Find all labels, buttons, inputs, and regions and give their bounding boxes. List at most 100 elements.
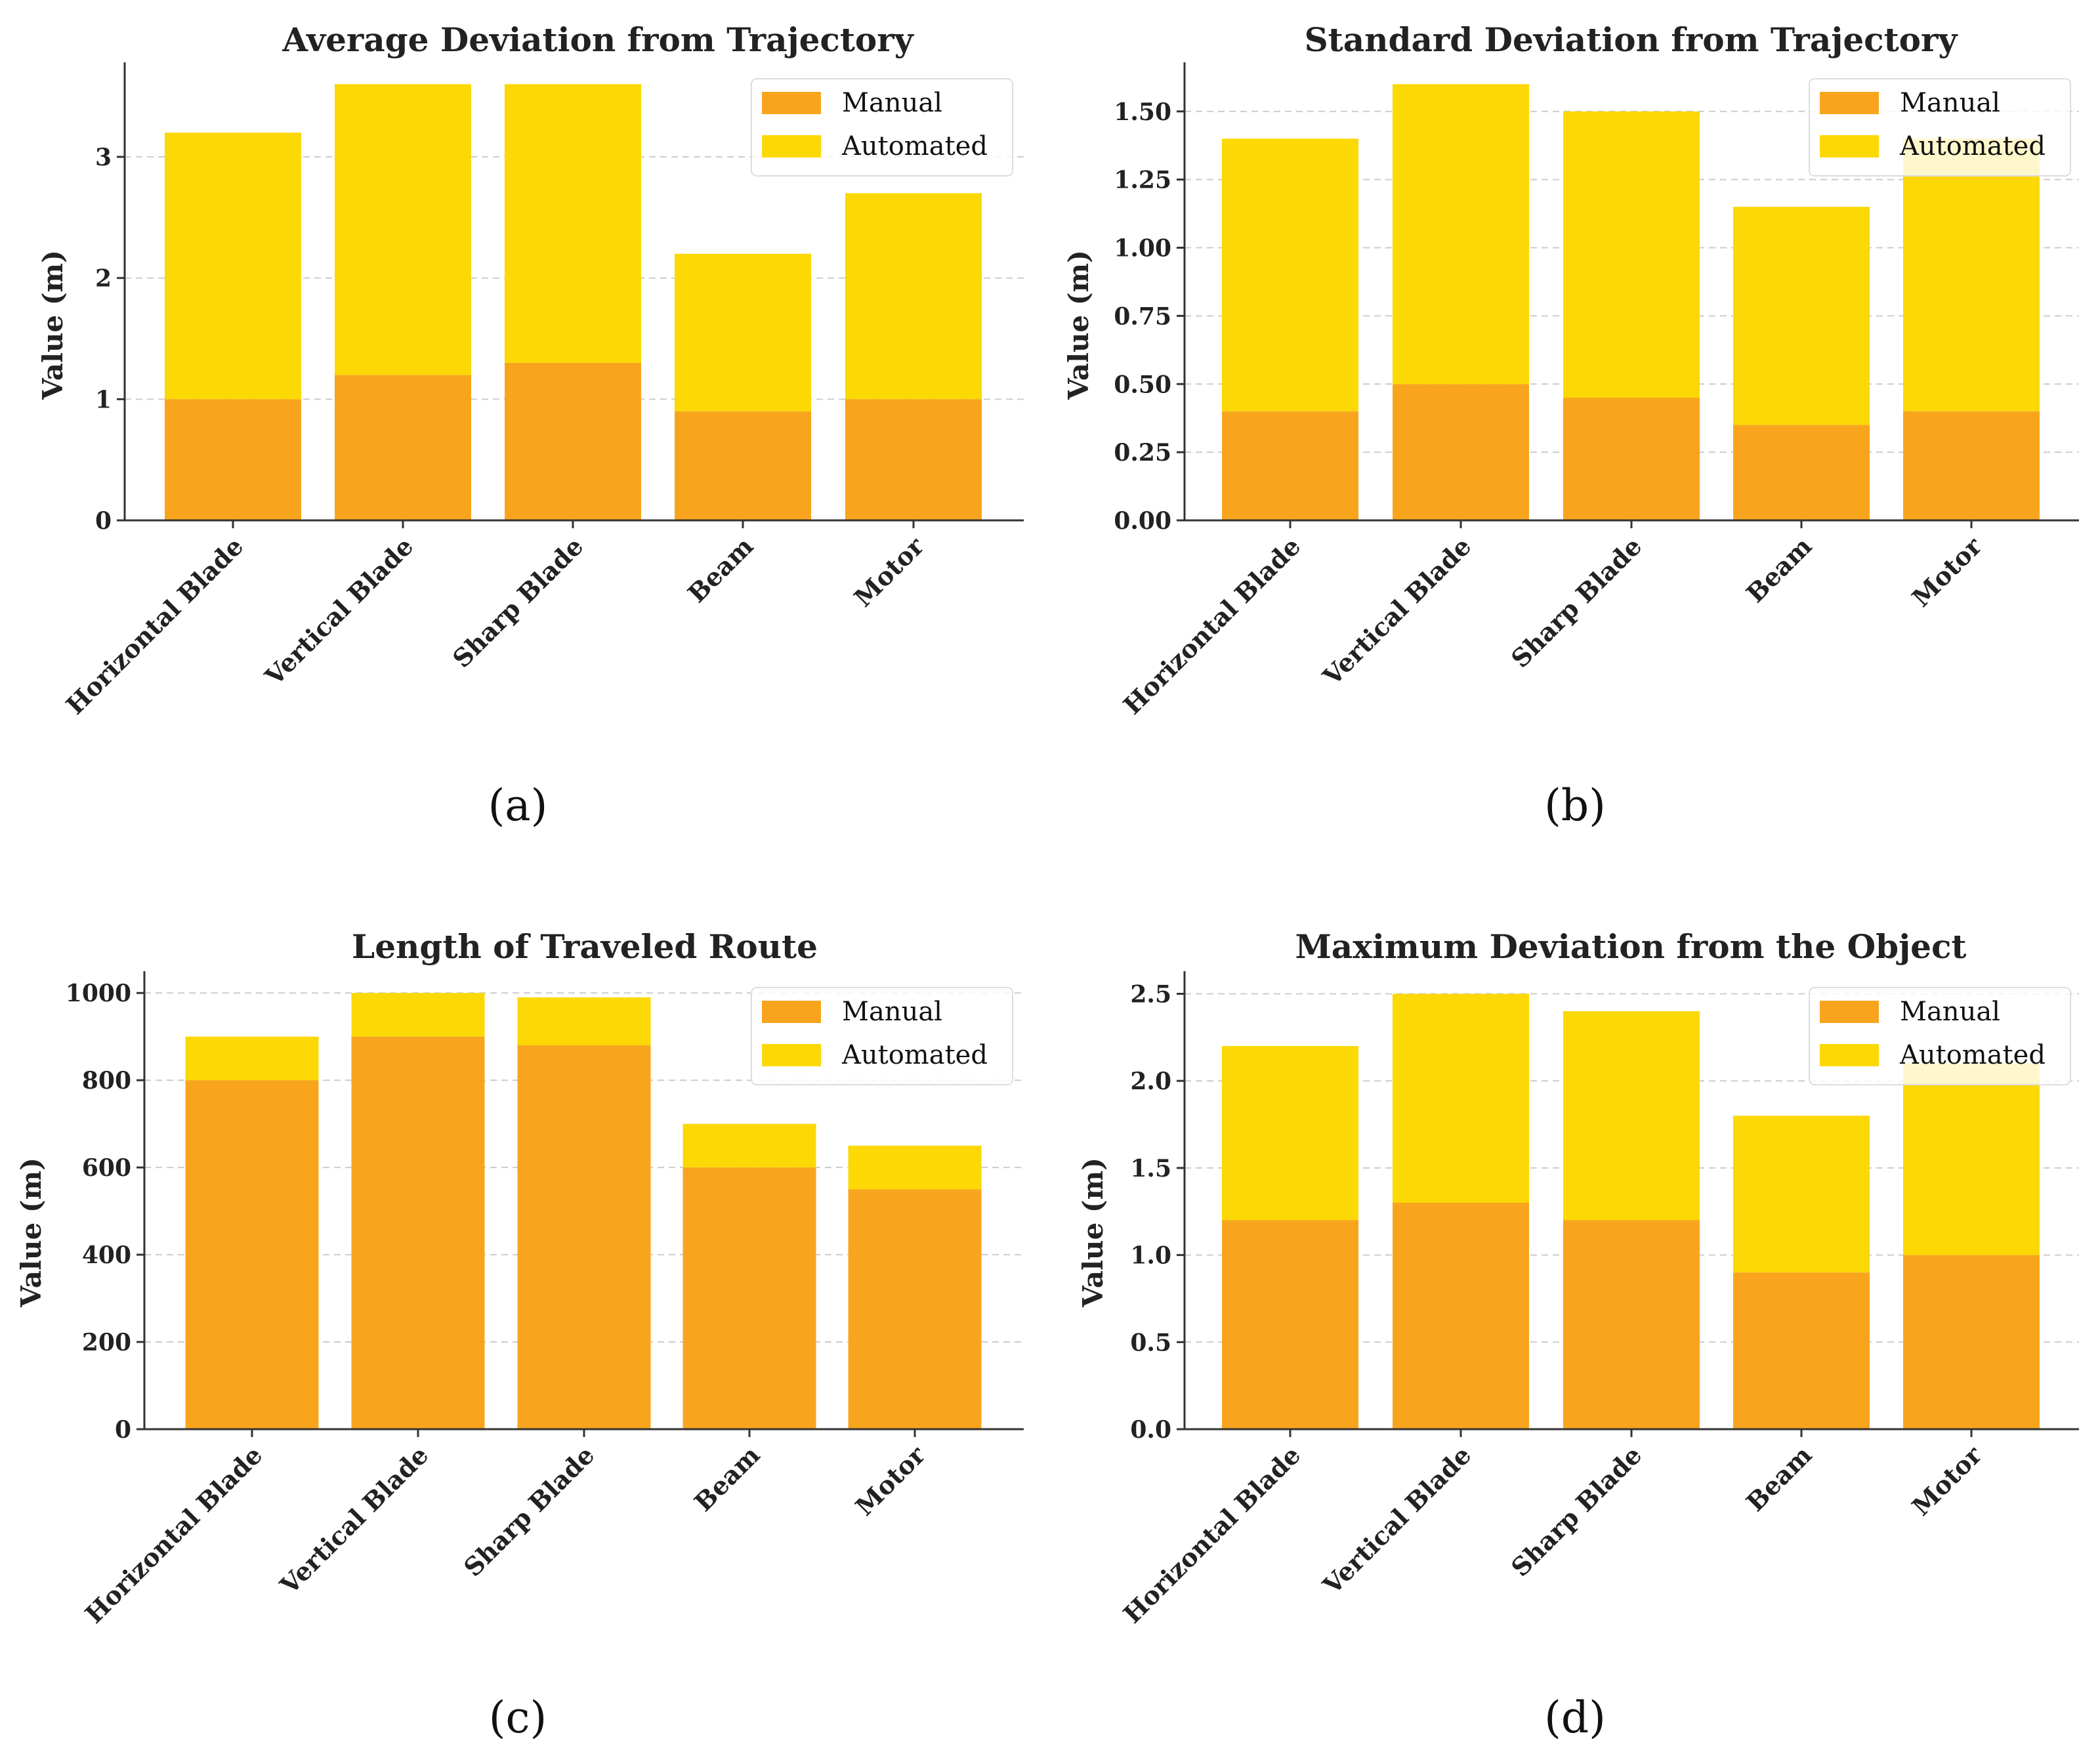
bar-manual-motor — [1903, 411, 2040, 520]
bar-automated-beam — [682, 1123, 816, 1168]
y-tick-label: 0 — [115, 1416, 131, 1444]
y-tick-label: 1.0 — [1130, 1242, 1171, 1270]
chart-title: Length of Traveled Route — [352, 927, 818, 966]
x-tick-label: Horizontal Blade — [60, 532, 249, 720]
bar-manual-beam — [675, 411, 811, 520]
legend: Manual Automated — [751, 987, 1013, 1085]
y-tick-label: 0.0 — [1130, 1416, 1171, 1444]
y-tick-label: 2.0 — [1130, 1068, 1171, 1095]
bar-automated-beam — [675, 253, 811, 411]
bar-automated-horizontal-blade — [165, 133, 301, 400]
bar-manual-horizontal-blade — [1222, 411, 1358, 520]
legend-label-manual: Manual — [1900, 997, 2000, 1027]
plot-area: 0 200 400 600 800 1000 Horizontal Blade Vertica… — [66, 971, 1024, 1629]
y-tick-label: 0.25 — [1114, 439, 1171, 467]
x-tick-label: Vertical Blade — [1316, 532, 1477, 692]
y-tick-label: 800 — [82, 1067, 131, 1095]
bar-automated-motor — [845, 193, 982, 400]
y-tick-label: 1.00 — [1114, 235, 1171, 262]
bar-manual-sharp-blade — [517, 1045, 651, 1429]
y-axis-label: Value (m) — [1077, 1158, 1109, 1308]
bar-manual-motor — [845, 399, 982, 520]
y-axis-label: Value (m) — [37, 250, 69, 400]
plot-area: 0.0 0.5 1.0 1.5 2.0 2.5 Horizontal Blade Vertic… — [1118, 971, 2079, 1629]
x-tick-label: Motor — [848, 531, 930, 613]
bar-automated-motor — [848, 1145, 982, 1190]
x-tick-label: Sharp Blade — [1505, 1440, 1648, 1583]
bar-automated-motor — [1903, 138, 2040, 411]
x-tick-label: Sharp Blade — [447, 532, 589, 674]
bar-automated-beam — [1733, 207, 1870, 425]
legend-swatch-automated — [762, 135, 821, 157]
panel-label: (d) — [1544, 1692, 1606, 1743]
y-tick-label: 3 — [95, 144, 112, 171]
legend: Manual Automated — [1809, 987, 2071, 1085]
x-tick-label: Horizontal Blade — [79, 1440, 268, 1629]
y-tick-label: 2 — [95, 265, 112, 293]
bar-manual-beam — [1733, 1272, 1870, 1429]
legend-swatch-manual — [762, 92, 821, 114]
x-tick-label: Vertical Blade — [1316, 1440, 1477, 1600]
legend-label-automated: Automated — [841, 131, 988, 161]
legend-label-manual: Manual — [1900, 88, 2000, 118]
legend-swatch-automated — [1820, 1044, 1879, 1066]
bar-manual-motor — [1903, 1255, 2040, 1429]
x-tick-label: Vertical Blade — [259, 532, 419, 692]
y-tick-label: 1000 — [66, 980, 131, 1007]
y-tick-label: 0.50 — [1114, 371, 1171, 398]
chart-panel-d: Maximum Deviation from the Object Value … — [1077, 927, 2079, 1743]
y-tick-label: 400 — [82, 1242, 131, 1269]
bar-automated-horizontal-blade — [1222, 1046, 1358, 1221]
bar-manual-beam — [1733, 425, 1870, 520]
x-tick-label: Horizontal Blade — [1118, 1440, 1307, 1629]
bar-automated-vertical-blade — [351, 993, 485, 1037]
legend-swatch-manual — [762, 1001, 821, 1023]
y-tick-label: 2.5 — [1130, 981, 1171, 1009]
bar-automated-motor — [1903, 1063, 2040, 1255]
plot-area: 0.00 0.25 0.50 0.75 1.00 1.25 1.50 Horizontal B… — [1114, 62, 2079, 720]
legend-label-automated: Automated — [1899, 131, 2046, 161]
bar-manual-vertical-blade — [335, 375, 471, 520]
chart-title: Standard Deviation from Trajectory — [1305, 20, 1959, 59]
bar-manual-vertical-blade — [1393, 1202, 1529, 1429]
bar-manual-sharp-blade — [1563, 398, 1700, 520]
bar-manual-horizontal-blade — [165, 399, 301, 520]
y-axis-label: Value (m) — [1062, 250, 1095, 400]
x-tick-label: Beam — [682, 532, 759, 608]
legend-swatch-automated — [1820, 135, 1879, 157]
bar-automated-horizontal-blade — [185, 1036, 319, 1081]
x-tick-label: Sharp Blade — [458, 1440, 600, 1583]
bar-automated-horizontal-blade — [1222, 138, 1358, 411]
legend-label-manual: Manual — [842, 88, 942, 118]
legend-swatch-manual — [1820, 1001, 1879, 1023]
bar-automated-sharp-blade — [1563, 1011, 1700, 1221]
bar-automated-vertical-blade — [1393, 993, 1529, 1203]
x-tick-label: Horizontal Blade — [1118, 532, 1307, 720]
chart-panel-c: Length of Traveled Route Value (m) 0 200 4… — [15, 927, 1024, 1743]
bar-manual-vertical-blade — [1393, 384, 1529, 520]
x-tick-label: Beam — [1740, 1440, 1817, 1517]
bar-automated-beam — [1733, 1116, 1870, 1273]
bar-automated-sharp-blade — [517, 997, 651, 1046]
chart-title: Average Deviation from Trajectory — [282, 20, 914, 59]
chart-title: Maximum Deviation from the Object — [1295, 927, 1966, 966]
x-tick-label: Motor — [1906, 1440, 1988, 1522]
chart-panel-b: Standard Deviation from Trajectory Value… — [1062, 20, 2079, 831]
y-axis-label: Value (m) — [15, 1158, 47, 1308]
chart-panel-a: Average Deviation from Trajectory Value … — [37, 20, 1024, 831]
legend-label-automated: Automated — [1899, 1040, 2046, 1070]
bar-automated-vertical-blade — [335, 84, 471, 375]
y-tick-label: 1.50 — [1114, 98, 1171, 126]
legend: Manual Automated — [751, 78, 1013, 177]
legend-label-automated: Automated — [841, 1040, 988, 1070]
legend-swatch-manual — [1820, 92, 1879, 114]
panel-label: (b) — [1544, 780, 1606, 831]
y-tick-label: 0.00 — [1114, 507, 1171, 535]
y-tick-label: 1.25 — [1114, 167, 1171, 194]
y-tick-label: 200 — [82, 1329, 131, 1356]
x-tick-label: Beam — [688, 1440, 765, 1517]
bar-automated-sharp-blade — [505, 84, 641, 363]
y-tick-label: 1.5 — [1130, 1155, 1171, 1182]
panel-label: (a) — [488, 780, 548, 831]
